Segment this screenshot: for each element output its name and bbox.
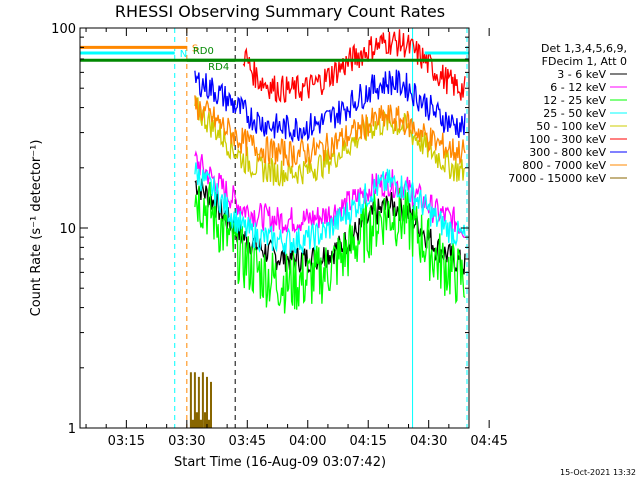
legend: Det 1,3,4,5,6,9, FDecim 1, Att 0 3 - 6 k… xyxy=(508,42,627,185)
flag-label-1: N xyxy=(180,49,187,60)
x-tick-label-6: 04:45 xyxy=(470,434,507,449)
legend-header-line-1: Det 1,3,4,5,6,9, xyxy=(541,42,627,55)
legend-header-line-2: FDecim 1, Att 0 xyxy=(542,55,627,68)
flag-label-4: RD4 xyxy=(208,62,229,73)
legend-label-8: 7000 - 15000 keV xyxy=(508,172,606,185)
legend-label-4: 50 - 100 keV xyxy=(536,120,606,133)
y-tick-label-0: 1 xyxy=(68,422,76,437)
x-tick-label-5: 04:30 xyxy=(410,434,447,449)
x-tick-label-1: 03:30 xyxy=(168,434,205,449)
series-line-7 xyxy=(194,95,466,168)
series-line-5 xyxy=(242,29,466,104)
x-tick-label-4: 04:15 xyxy=(349,434,386,449)
legend-label-6: 300 - 800 keV xyxy=(529,146,606,159)
legend-label-7: 800 - 7000 keV xyxy=(522,159,606,172)
legend-label-3: 25 - 50 keV xyxy=(543,107,606,120)
series-line-3 xyxy=(194,162,466,255)
x-tick-label-3: 04:00 xyxy=(289,434,326,449)
timestamp: 15-Oct-2021 13:32 xyxy=(560,468,636,477)
y-axis-label: Count Rate (s⁻¹ detector⁻¹) xyxy=(29,140,44,317)
x-tick-label-2: 03:45 xyxy=(229,434,266,449)
y-tick-label-1: 10 xyxy=(59,222,76,237)
series-layer xyxy=(174,28,468,428)
flag-label-0: S xyxy=(192,43,198,54)
legend-label-5: 100 - 300 keV xyxy=(529,133,606,146)
series-line-8 xyxy=(189,372,212,428)
chart-title: RHESSI Observing Summary Count Rates xyxy=(115,2,445,21)
legend-label-0: 3 - 6 keV xyxy=(557,68,606,81)
legend-label-2: 12 - 25 keV xyxy=(543,94,606,107)
series-line-4 xyxy=(194,96,466,187)
axes-layer: 03:15 03:30 03:45 04:00 04:15 04:30 04:45 1 10 10… xyxy=(51,22,508,449)
flag-label-3: RD0 xyxy=(193,46,214,57)
x-tick-label-0: 03:15 xyxy=(108,434,145,449)
series-line-6 xyxy=(194,69,466,143)
flag-bars-layer: SN RD0 RD4 xyxy=(80,43,469,73)
legend-label-1: 6 - 12 keV xyxy=(550,81,606,94)
y-tick-label-2: 100 xyxy=(51,22,76,37)
series-line-2 xyxy=(194,181,466,314)
x-axis-label: Start Time (16-Aug-09 03:07:42) xyxy=(174,455,386,470)
series-line-1 xyxy=(194,150,466,238)
